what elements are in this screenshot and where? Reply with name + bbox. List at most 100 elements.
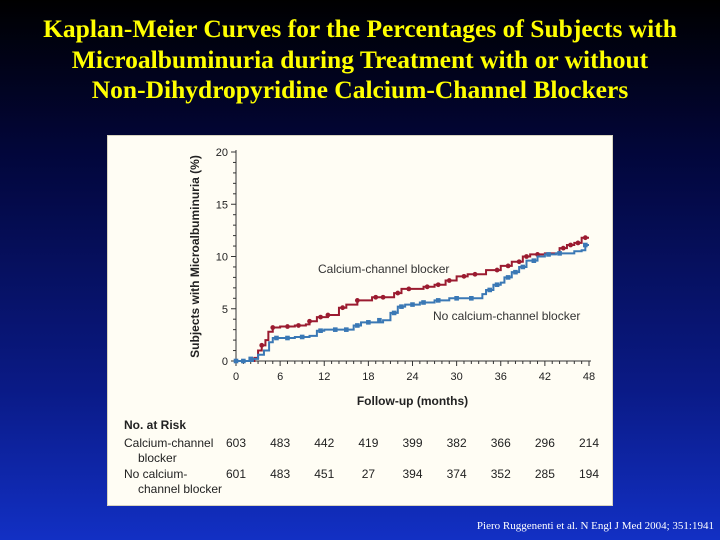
censor-mark — [546, 252, 551, 257]
censor-mark — [340, 305, 346, 311]
y-axis-label: Subjects with Microalbuminuria (%) — [188, 155, 202, 358]
censor-mark — [446, 278, 452, 283]
censor-mark — [399, 304, 404, 309]
censor-mark — [582, 235, 588, 241]
risk-count: 285 — [535, 467, 555, 481]
risk-row-label: Calcium-channel — [124, 436, 213, 450]
censor-mark — [395, 290, 401, 296]
censor-mark — [505, 275, 511, 280]
citation: Piero Ruggenenti et al. N Engl J Med 200… — [476, 520, 714, 532]
censor-mark — [410, 302, 415, 307]
censor-mark — [307, 318, 312, 324]
censor-mark — [494, 267, 500, 273]
y-tick-label: 5 — [222, 304, 228, 316]
censor-mark — [366, 320, 371, 325]
x-axis-label: Follow-up (months) — [357, 394, 468, 408]
x-tick-label: 6 — [277, 371, 283, 383]
figure-panel: 0 5 10 15 20 0 6 12 18 24 30 36 42 48 Follow-up (month… — [107, 135, 613, 506]
censor-mark — [355, 323, 360, 328]
censor-mark — [318, 328, 323, 333]
risk-row-label: blocker — [138, 451, 177, 465]
risk-count: 27 — [362, 467, 376, 481]
censor-mark — [248, 356, 254, 362]
censor-mark — [424, 284, 430, 290]
censor-mark — [233, 358, 239, 364]
censor-mark — [274, 335, 279, 341]
series-label-calcium-channel-blocker: Calcium-channel blocker — [318, 262, 449, 276]
censor-mark — [560, 245, 566, 251]
censor-mark — [421, 300, 426, 305]
slide-title-line-2: Microalbuminuria during Treatment with o… — [71, 44, 649, 74]
censor-mark — [469, 296, 474, 301]
slide-title-line-3: Non-Dihydropyridine Calcium-Channel Bloc… — [91, 75, 629, 105]
risk-count: 601 — [226, 467, 246, 481]
x-tick-label: 30 — [451, 371, 463, 383]
y-tick-label: 20 — [216, 147, 228, 159]
km-curve-series-1 — [236, 236, 589, 362]
risk-count: 399 — [402, 436, 422, 450]
censor-mark — [344, 327, 349, 332]
risk-count: 419 — [358, 436, 378, 450]
censor-mark — [454, 296, 459, 301]
risk-table-header: No. at Risk — [124, 418, 186, 432]
risk-row-label: channel blocker — [138, 482, 222, 496]
series-label-no-calcium-channel-blocker: No calcium-channel blocker — [433, 309, 580, 323]
slide-title-line-1: Kaplan-Meier Curves for the Percentages … — [43, 14, 677, 43]
censor-mark — [472, 271, 478, 277]
risk-count: 366 — [491, 436, 511, 450]
risk-count: 442 — [314, 436, 334, 450]
censor-mark — [285, 324, 290, 329]
y-tick-label: 15 — [216, 199, 228, 211]
censor-mark — [461, 273, 467, 279]
censor-mark — [516, 259, 522, 265]
censor-mark — [270, 325, 276, 330]
risk-count: 382 — [447, 436, 467, 450]
censor-mark — [380, 294, 386, 300]
censor-mark — [575, 240, 581, 246]
censor-mark — [241, 358, 246, 364]
x-tick-label: 42 — [539, 371, 551, 383]
risk-count: 483 — [270, 436, 290, 450]
censor-mark — [557, 251, 562, 256]
censor-mark — [435, 298, 441, 303]
risk-count: 352 — [491, 467, 511, 481]
x-tick-label: 0 — [233, 371, 239, 383]
censor-mark — [285, 335, 290, 341]
censor-mark — [377, 317, 382, 323]
x-tick-label: 12 — [318, 371, 330, 383]
risk-count: 214 — [579, 436, 599, 450]
censor-mark — [296, 323, 301, 328]
risk-count: 603 — [226, 436, 246, 450]
censor-mark — [583, 242, 588, 248]
censor-mark — [520, 264, 526, 270]
censor-mark — [568, 242, 574, 248]
x-tick-label: 24 — [406, 371, 418, 383]
censor-mark — [259, 342, 265, 348]
x-tick-label: 18 — [362, 371, 374, 383]
censor-mark — [531, 258, 537, 263]
censor-mark — [391, 310, 397, 316]
risk-count: 451 — [314, 467, 334, 481]
km-curve-series-2 — [236, 244, 589, 362]
y-tick-label: 0 — [222, 356, 228, 368]
censor-mark — [494, 282, 500, 288]
risk-count: 483 — [270, 467, 290, 481]
kaplan-meier-chart: 0 5 10 15 20 0 6 12 18 24 30 36 42 48 Follow-up (month… — [124, 147, 599, 496]
censor-mark — [524, 254, 529, 259]
risk-count: 296 — [535, 436, 555, 450]
x-tick-label: 36 — [495, 371, 507, 383]
censor-mark — [332, 327, 338, 332]
censor-mark — [373, 294, 379, 300]
censor-mark — [325, 312, 331, 318]
censor-mark — [299, 334, 305, 340]
censor-mark — [513, 269, 518, 275]
censor-mark — [406, 286, 412, 292]
risk-count: 194 — [579, 467, 599, 481]
censor-mark — [435, 282, 441, 288]
slide-title: Kaplan-Meier Curves for the Percentages … — [0, 14, 720, 106]
censor-mark — [505, 263, 511, 269]
risk-count: 394 — [402, 467, 422, 481]
censor-mark — [487, 287, 493, 293]
censor-mark — [318, 314, 323, 320]
censor-mark — [354, 297, 360, 303]
